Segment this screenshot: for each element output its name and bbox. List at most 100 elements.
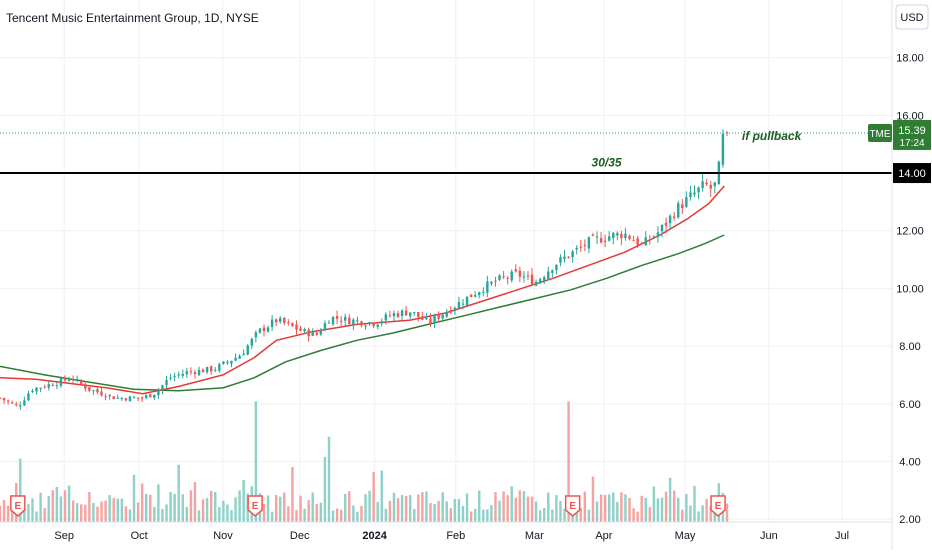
candle-body [234, 357, 237, 361]
candle-body [421, 316, 424, 320]
last-price-badge [893, 119, 931, 150]
candle-body [632, 240, 635, 242]
price-tick-label: 16.00 [896, 110, 924, 122]
candle-body [185, 371, 189, 375]
time-axis[interactable]: Sep Oct Nov Dec 2024 Feb Mar Apr May Jun Jul [54, 530, 849, 542]
volume-bar [445, 501, 448, 522]
volume-bar [408, 494, 412, 522]
volume-bar [189, 490, 193, 522]
candle-body [132, 397, 136, 399]
price-tick-label: 18.00 [896, 53, 924, 65]
candle-body [583, 244, 587, 246]
volume-bar [652, 486, 656, 522]
volume-bar [478, 490, 481, 522]
volume-bar [193, 482, 197, 522]
earnings-icon[interactable] [247, 495, 263, 517]
candle-body [173, 376, 176, 378]
volume-bar [547, 492, 550, 522]
volume-bar [668, 477, 672, 522]
volume-bar [563, 509, 566, 522]
candle-body [461, 303, 465, 305]
volume-bar [283, 492, 286, 522]
earnings-label: E [252, 501, 259, 512]
volume-bar [425, 491, 428, 522]
candle-body [482, 291, 485, 293]
volume-bar [344, 493, 347, 522]
candle-body [668, 215, 672, 224]
volume-bar [234, 497, 237, 522]
candle-body [417, 311, 420, 318]
volume-bar [697, 511, 700, 522]
candle-body [0, 397, 2, 399]
volume-bar [681, 509, 684, 522]
level-price-badge [893, 163, 931, 184]
candle-body [413, 312, 416, 314]
candle-body [433, 315, 436, 324]
volume-bar [100, 501, 103, 522]
earnings-icon[interactable] [10, 495, 26, 517]
candle-body [441, 314, 444, 319]
candle-body [705, 182, 708, 185]
volume-bar [201, 499, 205, 522]
volume-bar [693, 485, 696, 522]
candle-body [494, 280, 497, 282]
candle-body [177, 374, 180, 376]
volume-bar [685, 494, 688, 522]
candle-body [571, 251, 574, 258]
volume-layer [0, 401, 729, 522]
candle-body [319, 331, 323, 335]
candle-body [425, 318, 428, 320]
candle-body [408, 312, 412, 317]
volume-bar [579, 507, 582, 522]
candle-body [108, 395, 111, 397]
candle-body [238, 356, 241, 359]
candle-body [222, 361, 225, 364]
volume-bar [486, 509, 489, 522]
volume-bar [112, 498, 115, 522]
candle-body [640, 243, 643, 245]
candle-body [607, 236, 611, 241]
volume-bar [43, 508, 46, 522]
candle-body [616, 232, 619, 236]
candle-body [404, 310, 408, 316]
volume-bar [197, 510, 201, 522]
candle-body [518, 270, 522, 277]
price-axis[interactable]: 2.00 4.00 6.00 8.00 10.00 12.00 16.00 18.00 [896, 53, 924, 526]
volume-bar [376, 501, 379, 522]
grid-layer [0, 0, 892, 522]
volume-bar [559, 501, 562, 522]
volume-bar [67, 485, 71, 522]
volume-bar [534, 501, 538, 522]
volume-bar [262, 503, 266, 522]
candle-body [595, 236, 599, 238]
candle-body [262, 327, 266, 332]
candle-body [55, 385, 59, 387]
volume-bar [327, 436, 331, 522]
volume-bar [319, 502, 323, 522]
symbol-badge-label: TME [869, 129, 890, 140]
currency-button[interactable] [895, 4, 929, 30]
volume-bar [84, 504, 87, 522]
candle-body [534, 282, 538, 286]
volume-bar [368, 490, 371, 522]
volume-bar [672, 490, 676, 522]
candle-body [205, 366, 209, 373]
candle-body [449, 310, 453, 313]
time-tick-label: Sep [54, 530, 74, 542]
volume-bar [591, 476, 595, 522]
time-tick-label: Dec [290, 530, 310, 542]
candle-body [149, 394, 152, 398]
candle-body [551, 270, 554, 274]
volume-bar [380, 470, 383, 522]
candle-body [689, 192, 692, 198]
earnings-icon[interactable] [710, 495, 726, 517]
candle-body [522, 276, 526, 278]
candle-body [465, 296, 469, 306]
earnings-label: E [15, 501, 22, 512]
earnings-icon[interactable] [564, 495, 581, 517]
candle-body [323, 323, 327, 331]
candle-body [360, 321, 363, 326]
